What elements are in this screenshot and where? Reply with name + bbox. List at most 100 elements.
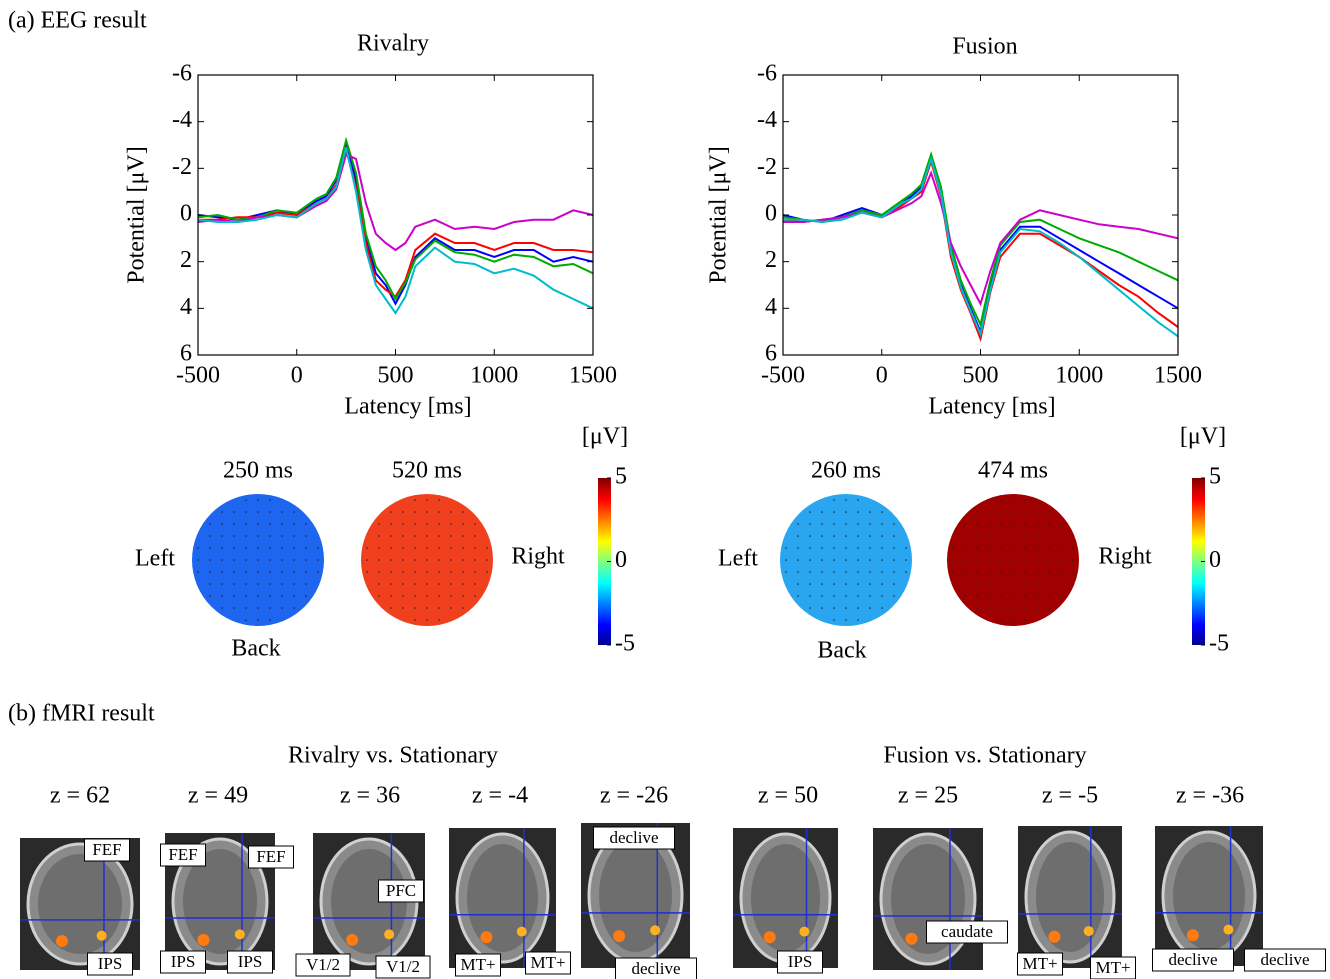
- electrode-dot: [845, 595, 847, 597]
- map-label: 520 ms: [392, 458, 462, 484]
- electrode-dot: [438, 619, 440, 621]
- electrode-dot: [1012, 595, 1014, 597]
- electrode-dot: [1048, 511, 1050, 513]
- tag-box: [926, 920, 1008, 944]
- electrode-dot: [414, 511, 416, 513]
- electrode-dot: [1012, 499, 1014, 501]
- electrode-dot: [1048, 559, 1050, 561]
- electrode-dot: [245, 607, 247, 609]
- electrode-dot: [462, 583, 464, 585]
- electrode-dot: [257, 535, 259, 537]
- electrode-dot: [221, 535, 223, 537]
- electrode-dot: [450, 547, 452, 549]
- eeg-trace: [783, 155, 1179, 338]
- electrode-dot: [450, 523, 452, 525]
- electrode-dot: [257, 607, 259, 609]
- electrode-dot: [450, 511, 452, 513]
- electrode-dot: [1060, 583, 1062, 585]
- electrode-dot: [402, 595, 404, 597]
- map-label: 260 ms: [811, 458, 881, 484]
- y-tick-label: 0: [765, 201, 777, 227]
- electrode-dot: [833, 499, 835, 501]
- tag: PFC: [386, 881, 416, 900]
- electrode-dot: [821, 583, 823, 585]
- electrode-dot: [833, 583, 835, 585]
- electrode-dot: [281, 547, 283, 549]
- electrode-dot: [976, 547, 978, 549]
- electrode-dot: [257, 595, 259, 597]
- tag-box: [455, 953, 501, 977]
- electrode-dot: [474, 595, 476, 597]
- eeg-trace: [782, 157, 1179, 343]
- electrode-dot: [857, 571, 859, 573]
- electrode-dot: [402, 535, 404, 537]
- tag-box: [777, 950, 823, 974]
- electrode-dot: [281, 559, 283, 561]
- electrode-dot: [317, 571, 319, 573]
- tag-box: [593, 826, 675, 850]
- electrode-dot: [1000, 607, 1002, 609]
- electrode-dot: [964, 583, 966, 585]
- electrode-dot: [438, 511, 440, 513]
- x-tick-label: 0: [291, 363, 303, 389]
- electrode-dot: [245, 571, 247, 573]
- electrode-dot: [426, 535, 428, 537]
- tag-box: [227, 950, 273, 974]
- electrode-dot: [317, 559, 319, 561]
- electrode-dot: [857, 559, 859, 561]
- electrode-dot: [281, 583, 283, 585]
- electrode-dot: [390, 559, 392, 561]
- electrode-dot: [988, 535, 990, 537]
- electrode-dot: [1024, 511, 1026, 513]
- electrode-dot: [845, 607, 847, 609]
- electrode-dot: [426, 511, 428, 513]
- activation: [1223, 924, 1234, 935]
- electrode-dot: [821, 511, 823, 513]
- electrode-dot: [414, 559, 416, 561]
- electrode-dot: [964, 547, 966, 549]
- electrode-dot: [269, 595, 271, 597]
- electrode-dot: [797, 535, 799, 537]
- brain-matter: [751, 844, 820, 952]
- eeg-trace: [782, 150, 1179, 328]
- electrode-dot: [402, 571, 404, 573]
- electrode-dot: [1024, 619, 1026, 621]
- brain-matter: [1036, 842, 1104, 952]
- electrode-dot: [209, 571, 211, 573]
- electrode-dot: [305, 595, 307, 597]
- electrode-dot: [281, 571, 283, 573]
- tag-box: [248, 845, 294, 869]
- electrode-dot: [845, 571, 847, 573]
- y-tick-label: -4: [757, 107, 777, 133]
- tag: IPS: [98, 954, 123, 973]
- electrode-dot: [293, 547, 295, 549]
- electrode-dot: [1024, 535, 1026, 537]
- electrode-dot: [269, 523, 271, 525]
- activation: [1048, 930, 1061, 943]
- electrode-dot: [450, 595, 452, 597]
- electrode-dot: [462, 547, 464, 549]
- electrode-dot: [438, 535, 440, 537]
- electrode-dot: [797, 583, 799, 585]
- electrode-dot: [257, 559, 259, 561]
- electrode-dot: [821, 559, 823, 561]
- electrode-dot: [474, 535, 476, 537]
- electrode-dot: [293, 583, 295, 585]
- electrode-dot: [221, 571, 223, 573]
- electrode-dot: [281, 511, 283, 513]
- electrode-dot: [1000, 595, 1002, 597]
- tag-box: [87, 952, 133, 976]
- colorbar-tick-label: 0: [615, 547, 627, 573]
- y-tick-label: 6: [765, 341, 777, 367]
- electrode-dot: [976, 523, 978, 525]
- electrode-dot: [426, 559, 428, 561]
- electrode-dot: [1012, 511, 1014, 513]
- electrode-dot: [881, 571, 883, 573]
- electrode-dot: [305, 559, 307, 561]
- electrode-dot: [402, 547, 404, 549]
- electrode-dot: [233, 511, 235, 513]
- electrode-dot: [402, 607, 404, 609]
- electrode-dot: [450, 535, 452, 537]
- y-tick-label: -2: [757, 154, 777, 180]
- x-axis-label: Latency [ms]: [928, 394, 1055, 420]
